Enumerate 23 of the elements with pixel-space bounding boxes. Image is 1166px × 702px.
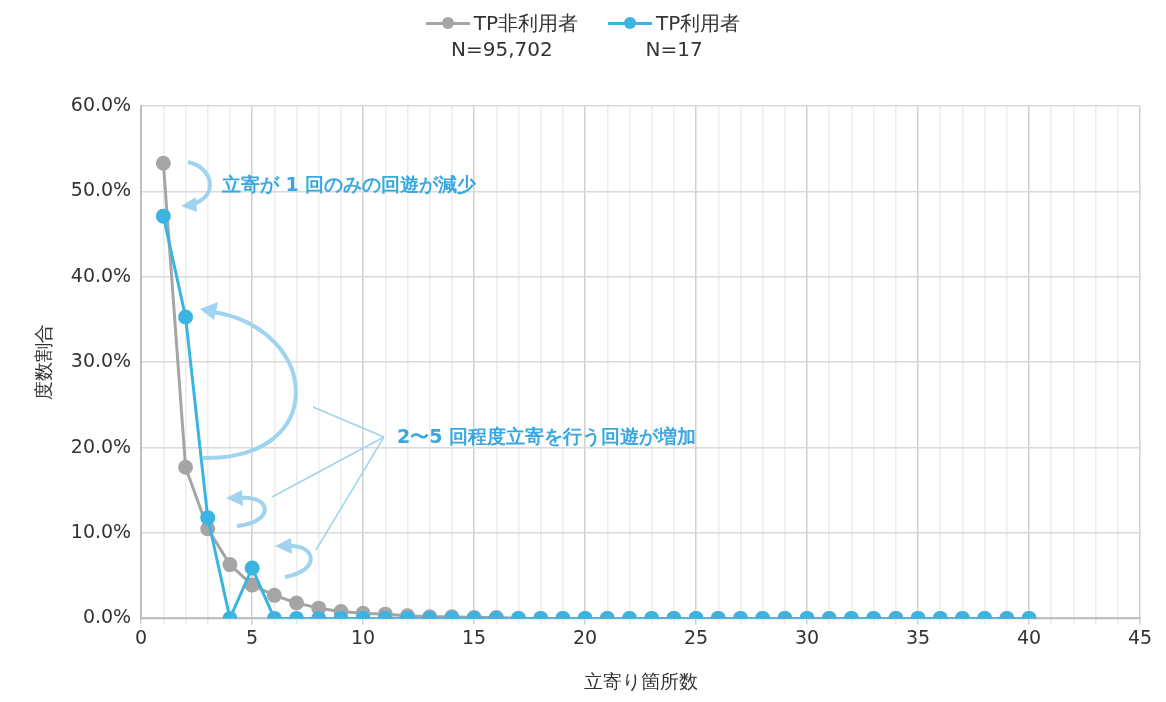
x-tick-label: 10	[351, 625, 376, 648]
x-tick-label: 25	[683, 625, 709, 648]
annotation: 立寄が 1 回のみの回遊が減少	[222, 172, 477, 197]
x-tick-label: 35	[905, 625, 931, 648]
legend-label: TP利用者 N=17	[645, 10, 741, 61]
y-tick-label: 10.0%	[70, 519, 132, 542]
x-axis-title: 立寄り箇所数	[583, 669, 698, 692]
y-tick-label: 30.0%	[70, 349, 132, 372]
x-tick-label: 0	[135, 625, 148, 648]
x-tick-label: 20	[572, 625, 598, 648]
annotation: 2〜5 回程度立寄を行う回遊が増加	[397, 424, 697, 449]
y-tick-label: 40.0%	[70, 263, 132, 286]
x-tick-label: 40	[1016, 625, 1042, 648]
y-tick-label: 20.0%	[70, 434, 132, 457]
y-tick-label: 50.0%	[70, 178, 132, 201]
x-tick-label: 45	[1127, 625, 1153, 648]
x-tick-label: 15	[462, 625, 487, 648]
x-tick-label: 5	[246, 625, 259, 648]
y-tick-label: 0.0%	[82, 605, 132, 628]
legend-label: TP非利用者 N=95,702	[451, 10, 578, 61]
x-tick-label: 30	[794, 625, 820, 648]
y-tick-label: 60.0%	[70, 92, 132, 115]
y-axis-title: 度数割合	[32, 324, 55, 401]
